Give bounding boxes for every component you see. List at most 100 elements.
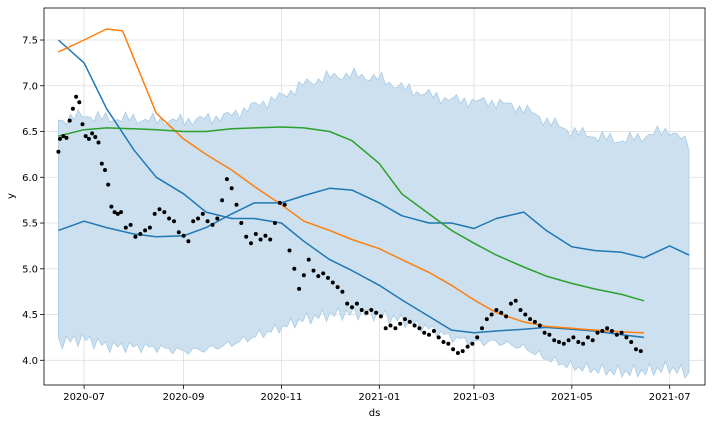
data-point [465,344,470,349]
data-point [196,216,200,221]
data-point [138,232,143,236]
y-tick-label: 4.5 [22,310,38,321]
y-tick-label: 6.0 [22,173,38,184]
data-point [215,216,220,221]
data-point [93,135,98,139]
data-point [115,211,120,216]
data-point [595,330,600,335]
data-point [133,234,138,239]
data-point [619,330,624,335]
data-point [499,310,504,315]
data-point [504,314,509,319]
data-point [277,200,282,205]
data-point [210,222,215,227]
data-point [106,182,111,187]
uncertainty-band [58,66,690,380]
data-point [157,207,162,212]
data-point [369,308,374,312]
series-line-4 [58,126,645,302]
data-point [378,314,383,319]
data-point [523,312,528,317]
x-tick-label: 2021-05 [551,392,593,403]
data-point [537,323,542,328]
data-point [96,140,101,145]
data-point [239,221,244,225]
data-point [249,241,253,246]
data-point [253,232,258,236]
data-point [571,335,576,340]
data-point [112,210,117,215]
data-point [268,237,273,242]
data-point [162,210,167,215]
data-point [220,198,225,203]
data-point [398,321,403,326]
data-point [181,233,186,238]
data-point [244,234,249,239]
data-point [282,202,287,207]
data-point [77,100,82,105]
data-point [359,308,364,312]
data-point [297,286,302,291]
data-point [383,326,388,331]
data-point [638,349,643,354]
data-point [585,335,590,340]
data-point [614,332,619,337]
data-point [388,323,393,328]
y-tick-label: 5.0 [22,264,38,275]
data-point [64,135,69,140]
data-point [508,301,513,306]
data-point [422,330,427,335]
data-point [364,310,369,315]
x-tick-label: 2021-03 [453,392,495,403]
data-point [460,349,465,354]
data-point [56,149,61,154]
data-point [489,312,494,317]
data-point [167,216,172,221]
x-axis-ticks: 2020-07 2020-09 2020-11 2021-01 2021-03 2021-… [63,385,691,403]
data-point [436,335,441,340]
data-point [557,340,561,344]
y-axis-label: y [6,193,17,199]
data-point [123,225,128,230]
data-point [109,204,114,209]
data-point [70,106,75,111]
data-point [566,338,571,343]
data-point [234,202,239,207]
data-point [340,289,345,294]
series-line-1 [58,187,690,259]
data-point [172,219,176,224]
data-point [446,341,451,346]
data-point [350,305,354,310]
data-point [326,275,330,280]
data-point [441,340,446,344]
data-point [475,335,480,340]
data-point [58,136,62,141]
data-point [90,131,95,136]
data-point [273,221,277,225]
data-point [229,186,234,191]
y-tick-label: 4.0 [22,356,38,367]
data-point [86,136,91,141]
data-point [287,248,292,253]
data-point [403,317,407,322]
x-tick-label: 2020-11 [261,392,303,403]
data-point [470,341,475,346]
data-point [143,228,148,233]
data-point [80,122,85,127]
y-tick-label: 7.5 [22,36,38,47]
data-point [316,274,321,279]
data-point [561,341,566,346]
data-point [542,330,547,335]
data-point [176,230,181,235]
series-line-2 [57,39,645,339]
data-point [552,338,557,343]
data-point [61,134,66,139]
data-point [321,271,326,276]
data-point [345,301,350,306]
data-point [263,233,268,238]
data-point [354,301,359,306]
data-point [605,326,610,331]
data-point [412,323,417,328]
data-point [301,273,306,278]
data-point [634,347,638,352]
